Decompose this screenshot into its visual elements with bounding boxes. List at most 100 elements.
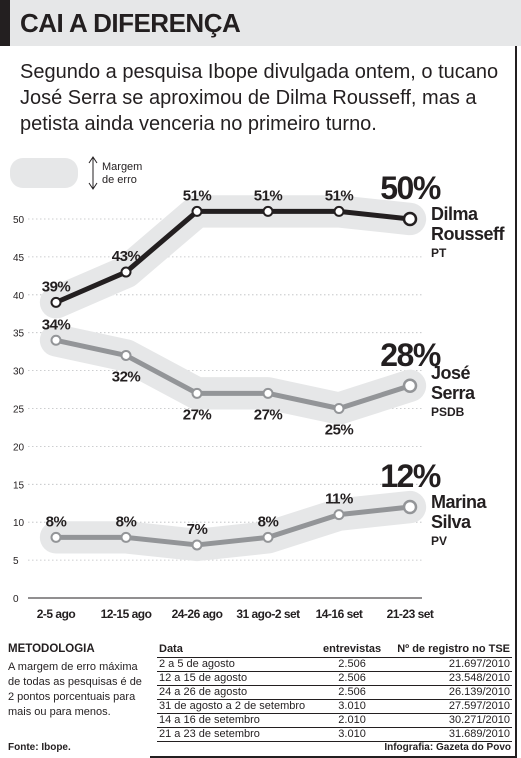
data-label: 51% bbox=[254, 187, 283, 204]
right-divider bbox=[515, 46, 517, 758]
data-label: 39% bbox=[42, 278, 71, 295]
legend-margin-label: Margem bbox=[102, 161, 142, 173]
registry-interviews: 3.010 bbox=[315, 727, 390, 742]
title-accent-bar bbox=[0, 0, 10, 46]
legend-margin-swatch bbox=[10, 158, 78, 188]
data-label: 8% bbox=[116, 513, 137, 530]
series-party: PV bbox=[431, 534, 447, 548]
poll-line-chart: 0 5 10 15 20 25 30 35 40 45 50 2-5 ago 12-15 ago 24-2… bbox=[10, 156, 506, 621]
data-point bbox=[402, 211, 418, 227]
data-point bbox=[50, 296, 62, 308]
x-tick-label: 31 ago-2 set bbox=[236, 607, 300, 621]
data-point bbox=[120, 531, 132, 543]
table-row: 2 a 5 de agosto 2.506 21.697/2010 bbox=[157, 657, 512, 672]
data-point bbox=[120, 349, 132, 361]
data-label: 8% bbox=[258, 513, 279, 530]
registry-header-row: Data entrevistas Nº de registro no TSE bbox=[157, 642, 512, 658]
series-line bbox=[53, 504, 413, 548]
registry-interviews: 2.506 bbox=[315, 671, 390, 686]
y-tick-label: 15 bbox=[13, 480, 25, 491]
y-tick-label: 30 bbox=[13, 367, 25, 378]
y-tick-label: 25 bbox=[13, 405, 25, 416]
registry-date: 12 a 15 de agosto bbox=[157, 671, 316, 686]
data-point bbox=[50, 531, 62, 543]
y-tick-label: 45 bbox=[13, 253, 25, 264]
registry-date: 14 a 16 de setembro bbox=[157, 713, 316, 728]
registry-header-interviews: entrevistas bbox=[315, 642, 390, 658]
registry-number: 27.597/2010 bbox=[389, 699, 512, 714]
table-row: 21 a 23 de setembro 3.010 31.689/2010 bbox=[157, 727, 512, 742]
x-tick-label: 2-5 ago bbox=[37, 607, 76, 621]
table-row: 24 a 26 de agosto 2.506 26.139/2010 bbox=[157, 685, 512, 700]
registry-interviews: 2.506 bbox=[315, 685, 390, 700]
y-tick-label: 20 bbox=[13, 442, 25, 453]
series-name: José bbox=[431, 363, 471, 383]
registry-date: 2 a 5 de agosto bbox=[157, 657, 316, 672]
data-point bbox=[191, 387, 203, 399]
data-label: 11% bbox=[325, 491, 353, 508]
registry-header-date: Data bbox=[157, 642, 316, 658]
series-line bbox=[53, 337, 413, 411]
series-party: PSDB bbox=[431, 405, 465, 419]
data-point bbox=[333, 403, 345, 414]
series-name: Marina bbox=[431, 492, 488, 512]
registry-date: 21 a 23 de setembro bbox=[157, 727, 316, 742]
data-point bbox=[191, 205, 203, 217]
methodology-title: METODOLOGIA bbox=[8, 643, 95, 655]
data-point bbox=[262, 531, 274, 543]
y-tick-label: 0 bbox=[13, 594, 19, 605]
x-tick-label: 14-16 set bbox=[316, 607, 363, 621]
data-point bbox=[333, 205, 345, 217]
registry-number: 21.697/2010 bbox=[389, 657, 512, 672]
series-line bbox=[53, 208, 413, 305]
registry-interviews: 3.010 bbox=[315, 699, 390, 714]
registry-number: 30.271/2010 bbox=[389, 713, 512, 728]
final-value-label: 50% bbox=[380, 170, 441, 206]
title-band bbox=[10, 0, 521, 46]
registry-header-number: Nº de registro no TSE bbox=[389, 642, 512, 658]
series-name: Rousseff bbox=[431, 224, 506, 244]
data-point bbox=[262, 387, 274, 399]
registry-number: 31.689/2010 bbox=[389, 727, 512, 742]
registry-date: 31 de agosto a 2 de setembro bbox=[157, 699, 316, 714]
data-label: 27% bbox=[254, 406, 283, 423]
title-bar: CAI A DIFERENÇA bbox=[0, 0, 521, 46]
data-point bbox=[402, 499, 418, 515]
y-tick-label: 35 bbox=[13, 329, 25, 340]
x-tick-label: 12-15 ago bbox=[101, 607, 152, 621]
data-label: 34% bbox=[42, 316, 71, 333]
series-name: Dilma bbox=[431, 204, 479, 224]
data-point bbox=[120, 266, 132, 278]
registry-table: Data entrevistas Nº de registro no TSE 2… bbox=[157, 642, 512, 742]
legend-arrow-up bbox=[88, 156, 98, 164]
data-point bbox=[50, 334, 62, 346]
data-label: 25% bbox=[325, 422, 354, 439]
data-label: 7% bbox=[187, 521, 208, 538]
series-party: PT bbox=[431, 246, 447, 260]
data-point bbox=[333, 509, 345, 521]
table-row: 12 a 15 de agosto 2.506 23.548/2010 bbox=[157, 671, 512, 686]
legend-margin-label: de erro bbox=[102, 174, 137, 186]
y-tick-label: 10 bbox=[13, 518, 25, 529]
data-point bbox=[191, 539, 203, 551]
credit-note: Infografia: Gazeta do Povo bbox=[384, 742, 511, 753]
x-tick-label: 21-23 set bbox=[387, 607, 434, 621]
methodology-box: METODOLOGIA A margem de erro máxima de t… bbox=[8, 642, 148, 720]
page-title: CAI A DIFERENÇA bbox=[20, 8, 241, 38]
legend-arrow-down bbox=[88, 182, 98, 190]
methodology-text: A margem de erro máxima de todas as pesq… bbox=[8, 661, 142, 718]
table-row: 31 de agosto a 2 de setembro 3.010 27.59… bbox=[157, 699, 512, 714]
bottom-divider bbox=[150, 756, 517, 758]
data-label: 32% bbox=[112, 368, 141, 385]
data-point bbox=[262, 205, 274, 217]
registry-interviews: 2.506 bbox=[315, 657, 390, 672]
data-label: 51% bbox=[183, 187, 212, 204]
registry-interviews: 2.010 bbox=[315, 713, 390, 728]
x-tick-label: 24-26 ago bbox=[172, 607, 223, 621]
final-value-label: 12% bbox=[380, 458, 441, 494]
data-label: 51% bbox=[325, 187, 354, 204]
data-label: 27% bbox=[183, 406, 212, 423]
y-tick-label: 40 bbox=[13, 291, 25, 302]
table-row: 14 a 16 de setembro 2.010 30.271/2010 bbox=[157, 713, 512, 728]
series-name: Serra bbox=[431, 383, 476, 403]
